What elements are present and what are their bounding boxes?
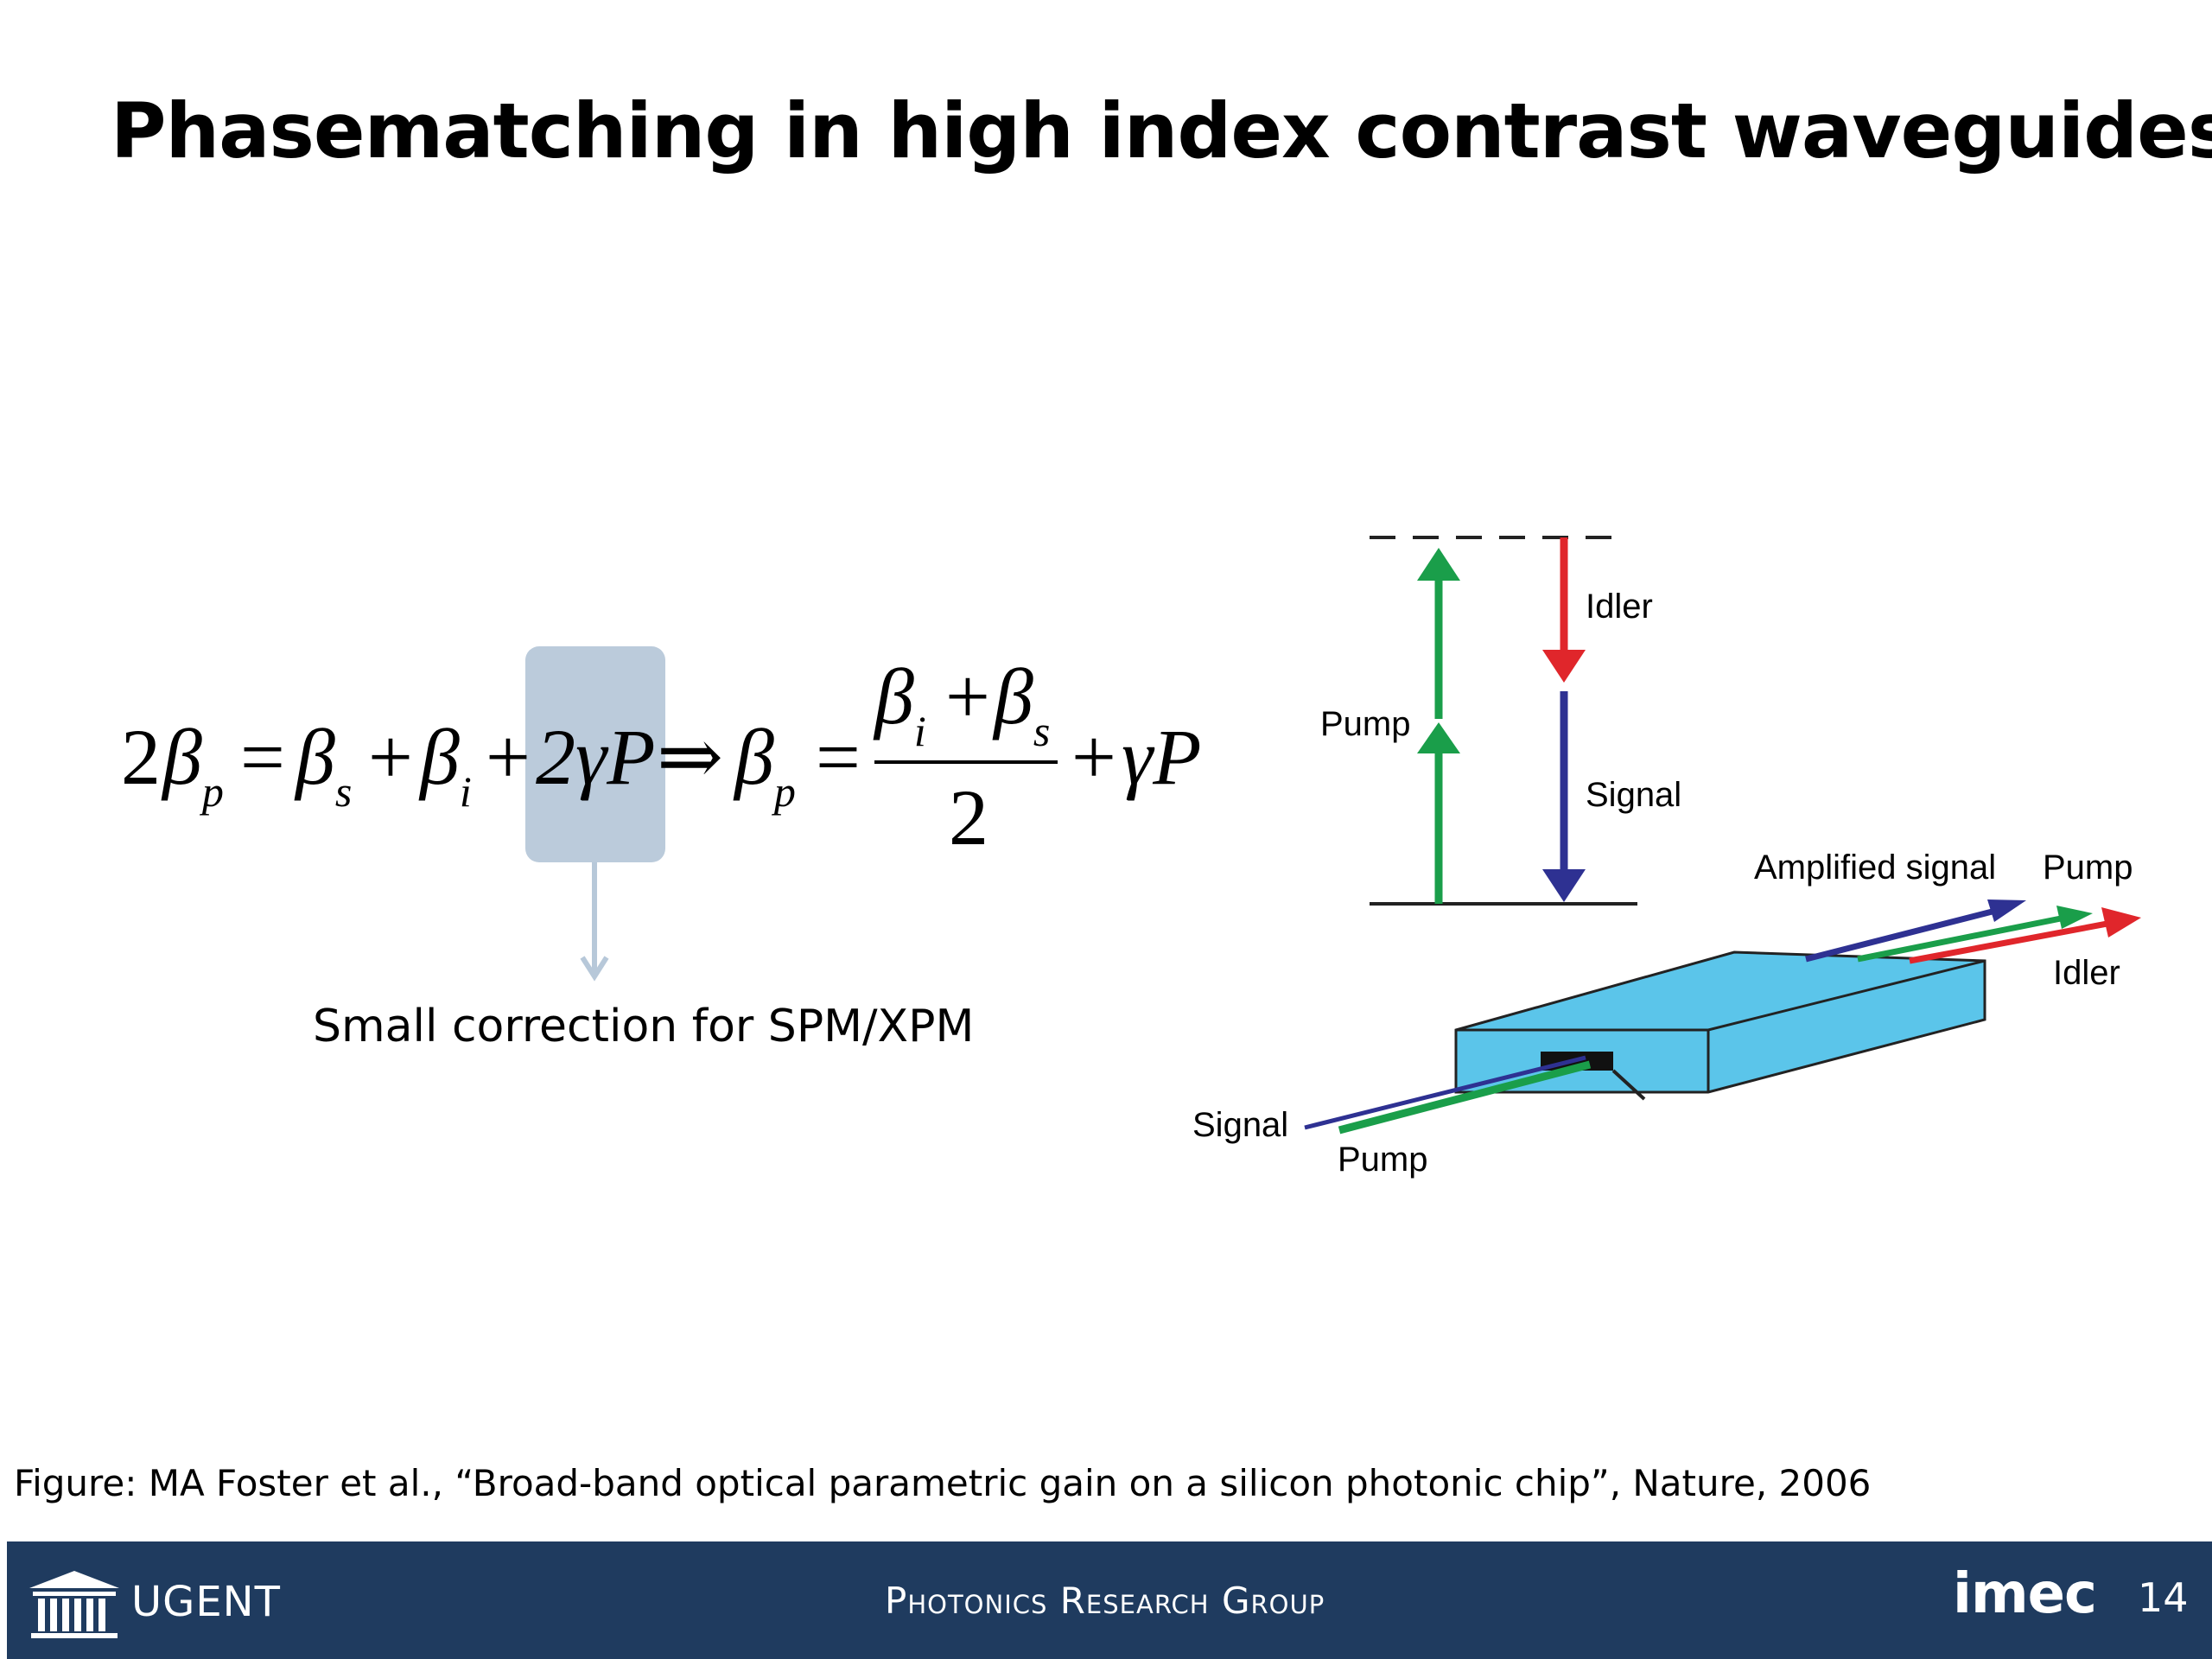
pump-arrowhead-icon — [1417, 722, 1460, 753]
page-number: 14 — [2138, 1574, 2189, 1621]
plus-sign: + — [486, 713, 531, 801]
beta-s-symbol: βs — [296, 713, 353, 816]
signal-arrowhead-icon — [1542, 869, 1586, 902]
signal-input-label: Signal — [1192, 1106, 1289, 1144]
figure-caption: Figure: MA Foster et al., “Broad-band op… — [14, 1462, 1872, 1504]
fwm-diagram — [1304, 536, 2141, 1135]
research-group-name: Photonics Research Group — [885, 1580, 1325, 1622]
pump-output-label: Pump — [2043, 849, 2133, 887]
nonlinear-term: 2γP — [536, 713, 656, 801]
beta-s-symbol: βs — [994, 652, 1051, 755]
footer-bar: UGENT Photonics Research Group imec 14 — [7, 1541, 2212, 1659]
correction-note: Small correction for SPM/XPM — [313, 1001, 975, 1052]
idler-output-arrowhead-icon — [2101, 907, 2141, 938]
plus-sign: + — [945, 652, 990, 741]
equation-coefficient: 2 — [121, 713, 161, 801]
slide-title: Phasematching in high index contrast wav… — [111, 86, 2212, 175]
nonlinear-term: γP — [1122, 713, 1202, 801]
pump-output-arrowhead-icon — [2056, 906, 2093, 929]
down-arrow-icon — [580, 862, 609, 982]
equals-sign: = — [816, 713, 861, 801]
idler-output-label: Idler — [2053, 954, 2120, 992]
signal-input-beam — [1304, 1055, 1586, 1130]
university-building-icon — [29, 1571, 119, 1638]
pump-label: Pump — [1320, 705, 1411, 743]
equals-sign: = — [240, 713, 285, 801]
signal-output-arrowhead-icon — [1987, 899, 2026, 922]
fraction-bar — [874, 760, 1058, 764]
plus-sign: + — [368, 713, 413, 801]
energy-diagram-figure: Idler Pump Signal Amplified signal Pump … — [1175, 527, 2195, 1210]
beta-i-symbol: βi — [874, 652, 926, 755]
idler-label: Idler — [1586, 588, 1653, 626]
idler-arrowhead-icon — [1542, 650, 1586, 683]
plus-sign: + — [1071, 713, 1116, 801]
pump-output-beam — [1857, 912, 2079, 963]
pump-input-beam — [1338, 1060, 1592, 1135]
university-name: UGENT — [131, 1578, 281, 1626]
core-leader-line — [1611, 1069, 1646, 1101]
idler-output-beam — [1909, 917, 2126, 964]
amplified-signal-label: Amplified signal — [1754, 849, 1997, 887]
amplified-signal-beam — [1805, 904, 2010, 963]
phasematching-equation: 2 βp = βs + βi + 2γP ⇒ βp = βi + βs 2 + … — [112, 631, 1236, 890]
beta-i-symbol: βi — [420, 713, 472, 816]
equation-highlight-box — [525, 646, 665, 862]
beta-p-symbol: βp — [734, 713, 796, 816]
pump-arrowhead-icon — [1417, 548, 1460, 581]
implies-arrow: ⇒ — [657, 713, 724, 801]
signal-label: Signal — [1586, 776, 1682, 814]
denominator: 2 — [949, 773, 988, 861]
pump-input-label: Pump — [1338, 1141, 1428, 1179]
imec-logo: imec — [1953, 1562, 2097, 1626]
beta-p-symbol: βp — [162, 713, 224, 816]
